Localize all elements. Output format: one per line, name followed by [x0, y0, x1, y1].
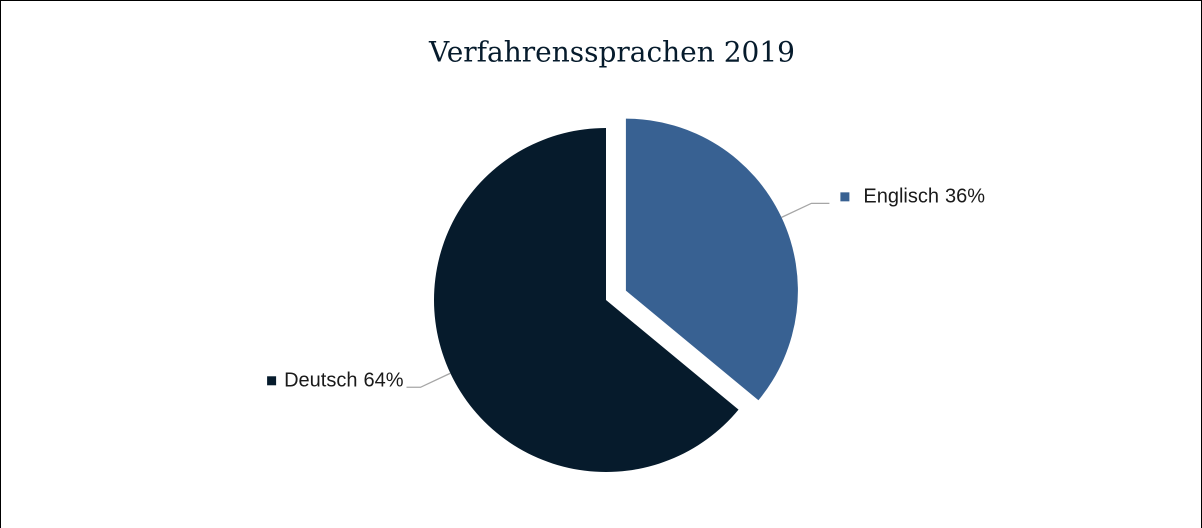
label-marker: [840, 192, 850, 202]
data-label: Englisch 36%: [863, 186, 985, 208]
category-name: Englisch: [863, 186, 939, 208]
leader-line: [781, 202, 830, 218]
leader-line: [406, 372, 451, 388]
pie-slice: [625, 118, 798, 401]
chart-title: Verfahrenssprachen 2019: [428, 36, 795, 69]
value-label: 64%: [363, 370, 403, 392]
data-label: Deutsch 64%: [284, 370, 404, 392]
pie-slice: [434, 128, 739, 472]
category-name: Deutsch: [284, 370, 357, 392]
label-marker: [267, 376, 277, 386]
value-label: 36%: [945, 186, 985, 208]
